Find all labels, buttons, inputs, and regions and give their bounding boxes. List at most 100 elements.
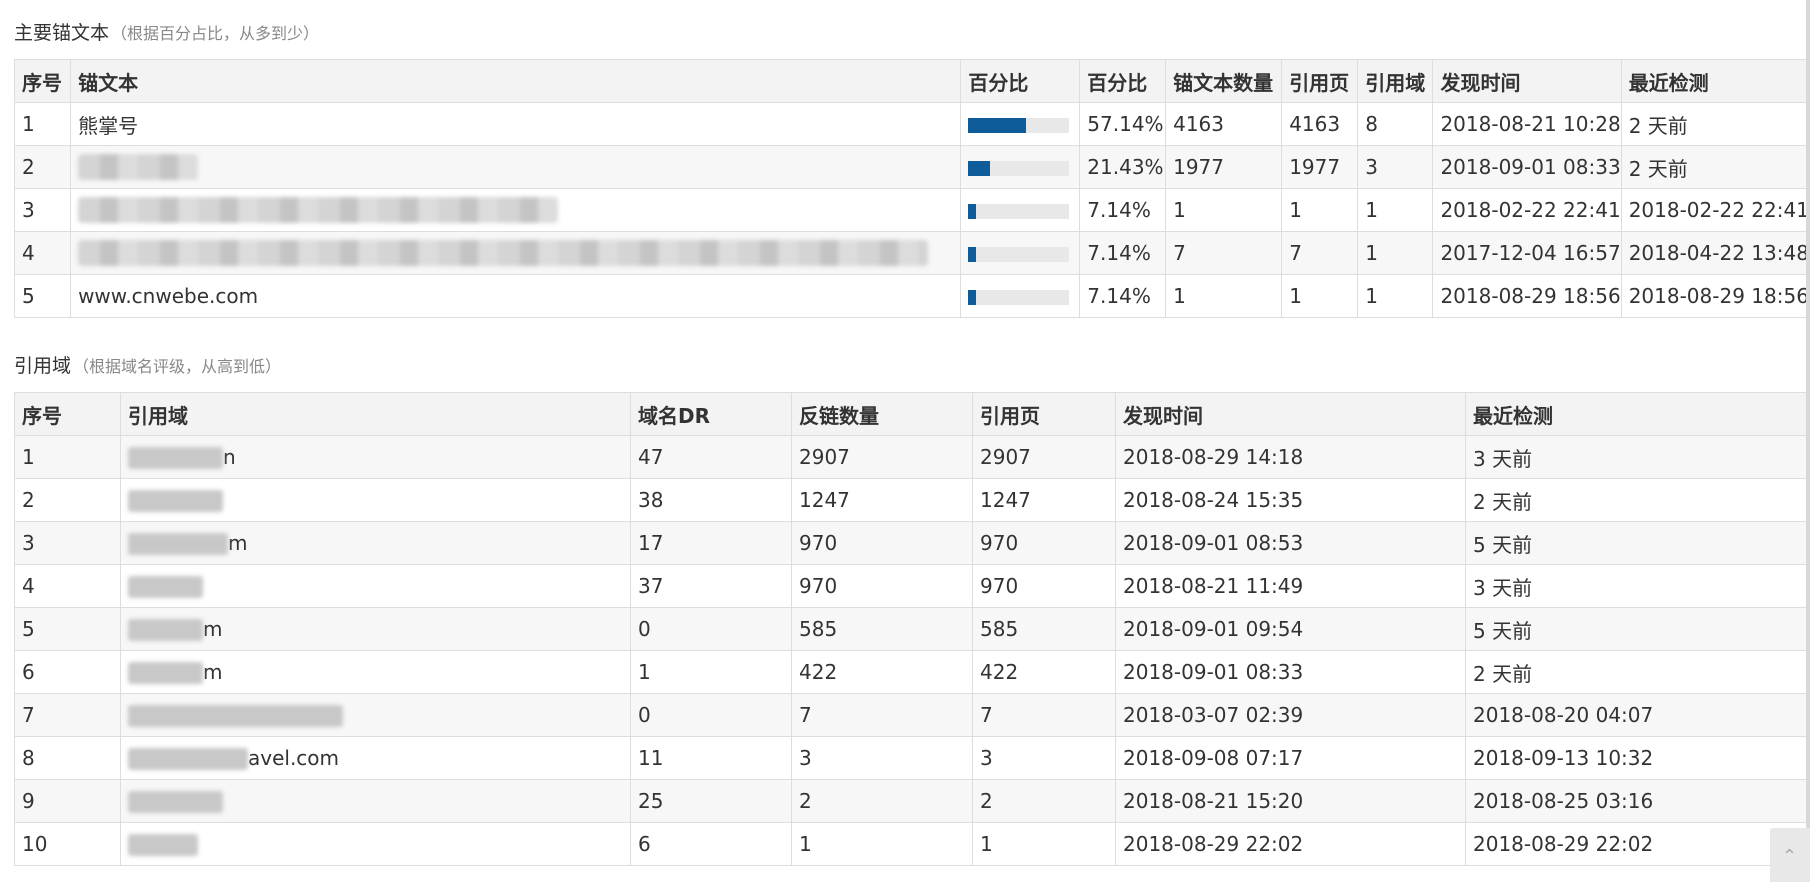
- referring-pages: 1247: [972, 478, 1116, 522]
- percent-bar-fill: [968, 204, 976, 219]
- referring-table-header: 序号 引用域 域名DR 反链数量 引用页 发现时间 最近检测: [14, 392, 1809, 436]
- found-time: 2018-08-21 10:28: [1432, 102, 1622, 146]
- redacted-domain: [128, 662, 203, 685]
- referring-pages: 1: [1281, 188, 1359, 232]
- referring-header-cell: 最近检测: [1465, 392, 1809, 436]
- referring-domain-link[interactable]: m: [120, 521, 631, 565]
- anchor-header-cell: 锚文本数量: [1165, 59, 1283, 103]
- found-time: 2018-09-08 07:17: [1115, 736, 1466, 780]
- anchor-header-cell: 发现时间: [1432, 59, 1622, 103]
- anchor-title-text: 主要锚文本: [14, 22, 110, 44]
- anchor-header-cell: 百分比: [960, 59, 1081, 103]
- percent-value: 7.14%: [1079, 274, 1167, 318]
- referring-domain-link[interactable]: [120, 478, 631, 522]
- referring-domain-link[interactable]: [120, 779, 631, 823]
- backlink-count: 2: [791, 779, 973, 823]
- redacted-domain: [128, 748, 248, 771]
- percent-bar: [968, 247, 1070, 262]
- domain-rating: 11: [630, 736, 792, 780]
- row-number: 7: [14, 693, 121, 737]
- backlink-count: 422: [791, 650, 973, 694]
- anchor-text-cell: [70, 231, 962, 275]
- row-number: 2: [13, 145, 72, 189]
- anchor-count: 1: [1165, 274, 1283, 318]
- referring-header-cell: 发现时间: [1115, 392, 1466, 436]
- anchor-text-cell: [70, 188, 962, 232]
- referring-domains: 1: [1357, 188, 1434, 232]
- table-row: 5 www.cnwebe.com 7.14% 1 1 1 2018-08-29 18:56 2…: [13, 274, 1810, 318]
- anchor-table-body: 1 熊掌号 57.14% 4163 4163 8 2018-08-21 10:28 2 天前 2…: [13, 102, 1810, 318]
- found-time: 2018-03-07 02:39: [1115, 693, 1466, 737]
- table-row: 1 n 47 2907 2907 2018-08-29 14:18 3 天前: [14, 435, 1809, 479]
- backlink-count: 1247: [791, 478, 973, 522]
- last-checked: 2018-08-29 22:02: [1465, 822, 1809, 866]
- referring-domain-link[interactable]: m: [120, 607, 631, 651]
- anchor-count: 1: [1165, 188, 1283, 232]
- row-number: 1: [13, 102, 72, 146]
- referring-table-body: 1 n 47 2907 2907 2018-08-29 14:18 3 天前 2 38 1247 1…: [14, 435, 1809, 866]
- last-checked: 2 天前: [1465, 650, 1809, 694]
- percent-bar-cell: [960, 102, 1081, 146]
- domain-rating: 25: [630, 779, 792, 823]
- referring-domain-link[interactable]: m: [120, 650, 631, 694]
- table-row: 5 m 0 585 585 2018-09-01 09:54 5 天前: [14, 607, 1809, 651]
- percent-value: 57.14%: [1079, 102, 1167, 146]
- anchor-count: 7: [1165, 231, 1283, 275]
- referring-domain-link[interactable]: avel.com: [120, 736, 631, 780]
- referring-pages: 4163: [1281, 102, 1359, 146]
- referring-pages: 585: [972, 607, 1116, 651]
- percent-bar-fill: [968, 247, 976, 262]
- referring-pages: 1: [1281, 274, 1359, 318]
- backlink-count: 7: [791, 693, 973, 737]
- percent-bar: [968, 161, 1070, 176]
- referring-pages: 970: [972, 521, 1116, 565]
- referring-domain-link[interactable]: [120, 564, 631, 608]
- row-number: 1: [14, 435, 121, 479]
- redacted-domain: [128, 533, 228, 556]
- table-row: 9 25 2 2 2018-08-21 15:20 2018-08-25 03:16: [14, 779, 1809, 823]
- percent-bar-fill: [968, 118, 1027, 133]
- redacted-text: [78, 154, 199, 181]
- row-number: 4: [13, 231, 72, 275]
- last-checked: 2 天前: [1465, 478, 1809, 522]
- row-number: 2: [14, 478, 121, 522]
- table-row: 8 avel.com 11 3 3 2018-09-08 07:17 2018-09-13 …: [14, 736, 1809, 780]
- percent-bar: [968, 204, 1070, 219]
- referring-domain-link[interactable]: n: [120, 435, 631, 479]
- found-time: 2018-08-21 11:49: [1115, 564, 1466, 608]
- referring-domain-link[interactable]: [120, 822, 631, 866]
- anchor-text-cell: www.cnwebe.com: [70, 274, 962, 318]
- anchor-table-header: 序号 锚文本 百分比 百分比 锚文本数量 引用页 引用域 发现时间 最近检测: [13, 59, 1810, 103]
- referring-domains: 1: [1357, 231, 1434, 275]
- domain-suffix: m: [203, 616, 223, 641]
- found-time: 2018-09-01 08:33: [1115, 650, 1466, 694]
- redacted-domain: [128, 490, 223, 513]
- backlink-count: 3: [791, 736, 973, 780]
- found-time: 2018-08-29 14:18: [1115, 435, 1466, 479]
- table-row: 4 7.14% 7 7 1 2017-12-04 16:57 2018-04-22 13:4…: [13, 231, 1810, 275]
- scroll-to-top-button[interactable]: ⌃: [1770, 828, 1810, 882]
- row-number: 4: [14, 564, 121, 608]
- page-scrollbar-edge: [1806, 0, 1810, 882]
- domain-rating: 38: [630, 478, 792, 522]
- redacted-text: [78, 240, 929, 267]
- found-time: 2018-09-01 08:33: [1432, 145, 1622, 189]
- percent-bar: [968, 118, 1070, 133]
- table-row: 4 37 970 970 2018-08-21 11:49 3 天前: [14, 564, 1809, 608]
- last-checked: 5 天前: [1465, 521, 1809, 565]
- found-time: 2018-08-29 18:56: [1432, 274, 1622, 318]
- table-row: 6 m 1 422 422 2018-09-01 08:33 2 天前: [14, 650, 1809, 694]
- row-number: 5: [13, 274, 72, 318]
- redacted-domain: [128, 447, 223, 470]
- percent-bar-cell: [960, 145, 1081, 189]
- anchor-section-title: 主要锚文本 （根据百分占比，从多到少）: [14, 18, 319, 45]
- anchor-text-cell: 熊掌号: [70, 102, 962, 146]
- row-number: 5: [14, 607, 121, 651]
- referring-header-cell: 反链数量: [791, 392, 973, 436]
- domain-rating: 6: [630, 822, 792, 866]
- anchor-header-cell: 最近检测: [1620, 59, 1810, 103]
- anchor-header-cell: 序号: [13, 59, 72, 103]
- referring-domain-link[interactable]: [120, 693, 631, 737]
- domain-suffix: m: [203, 659, 223, 684]
- domain-rating: 1: [630, 650, 792, 694]
